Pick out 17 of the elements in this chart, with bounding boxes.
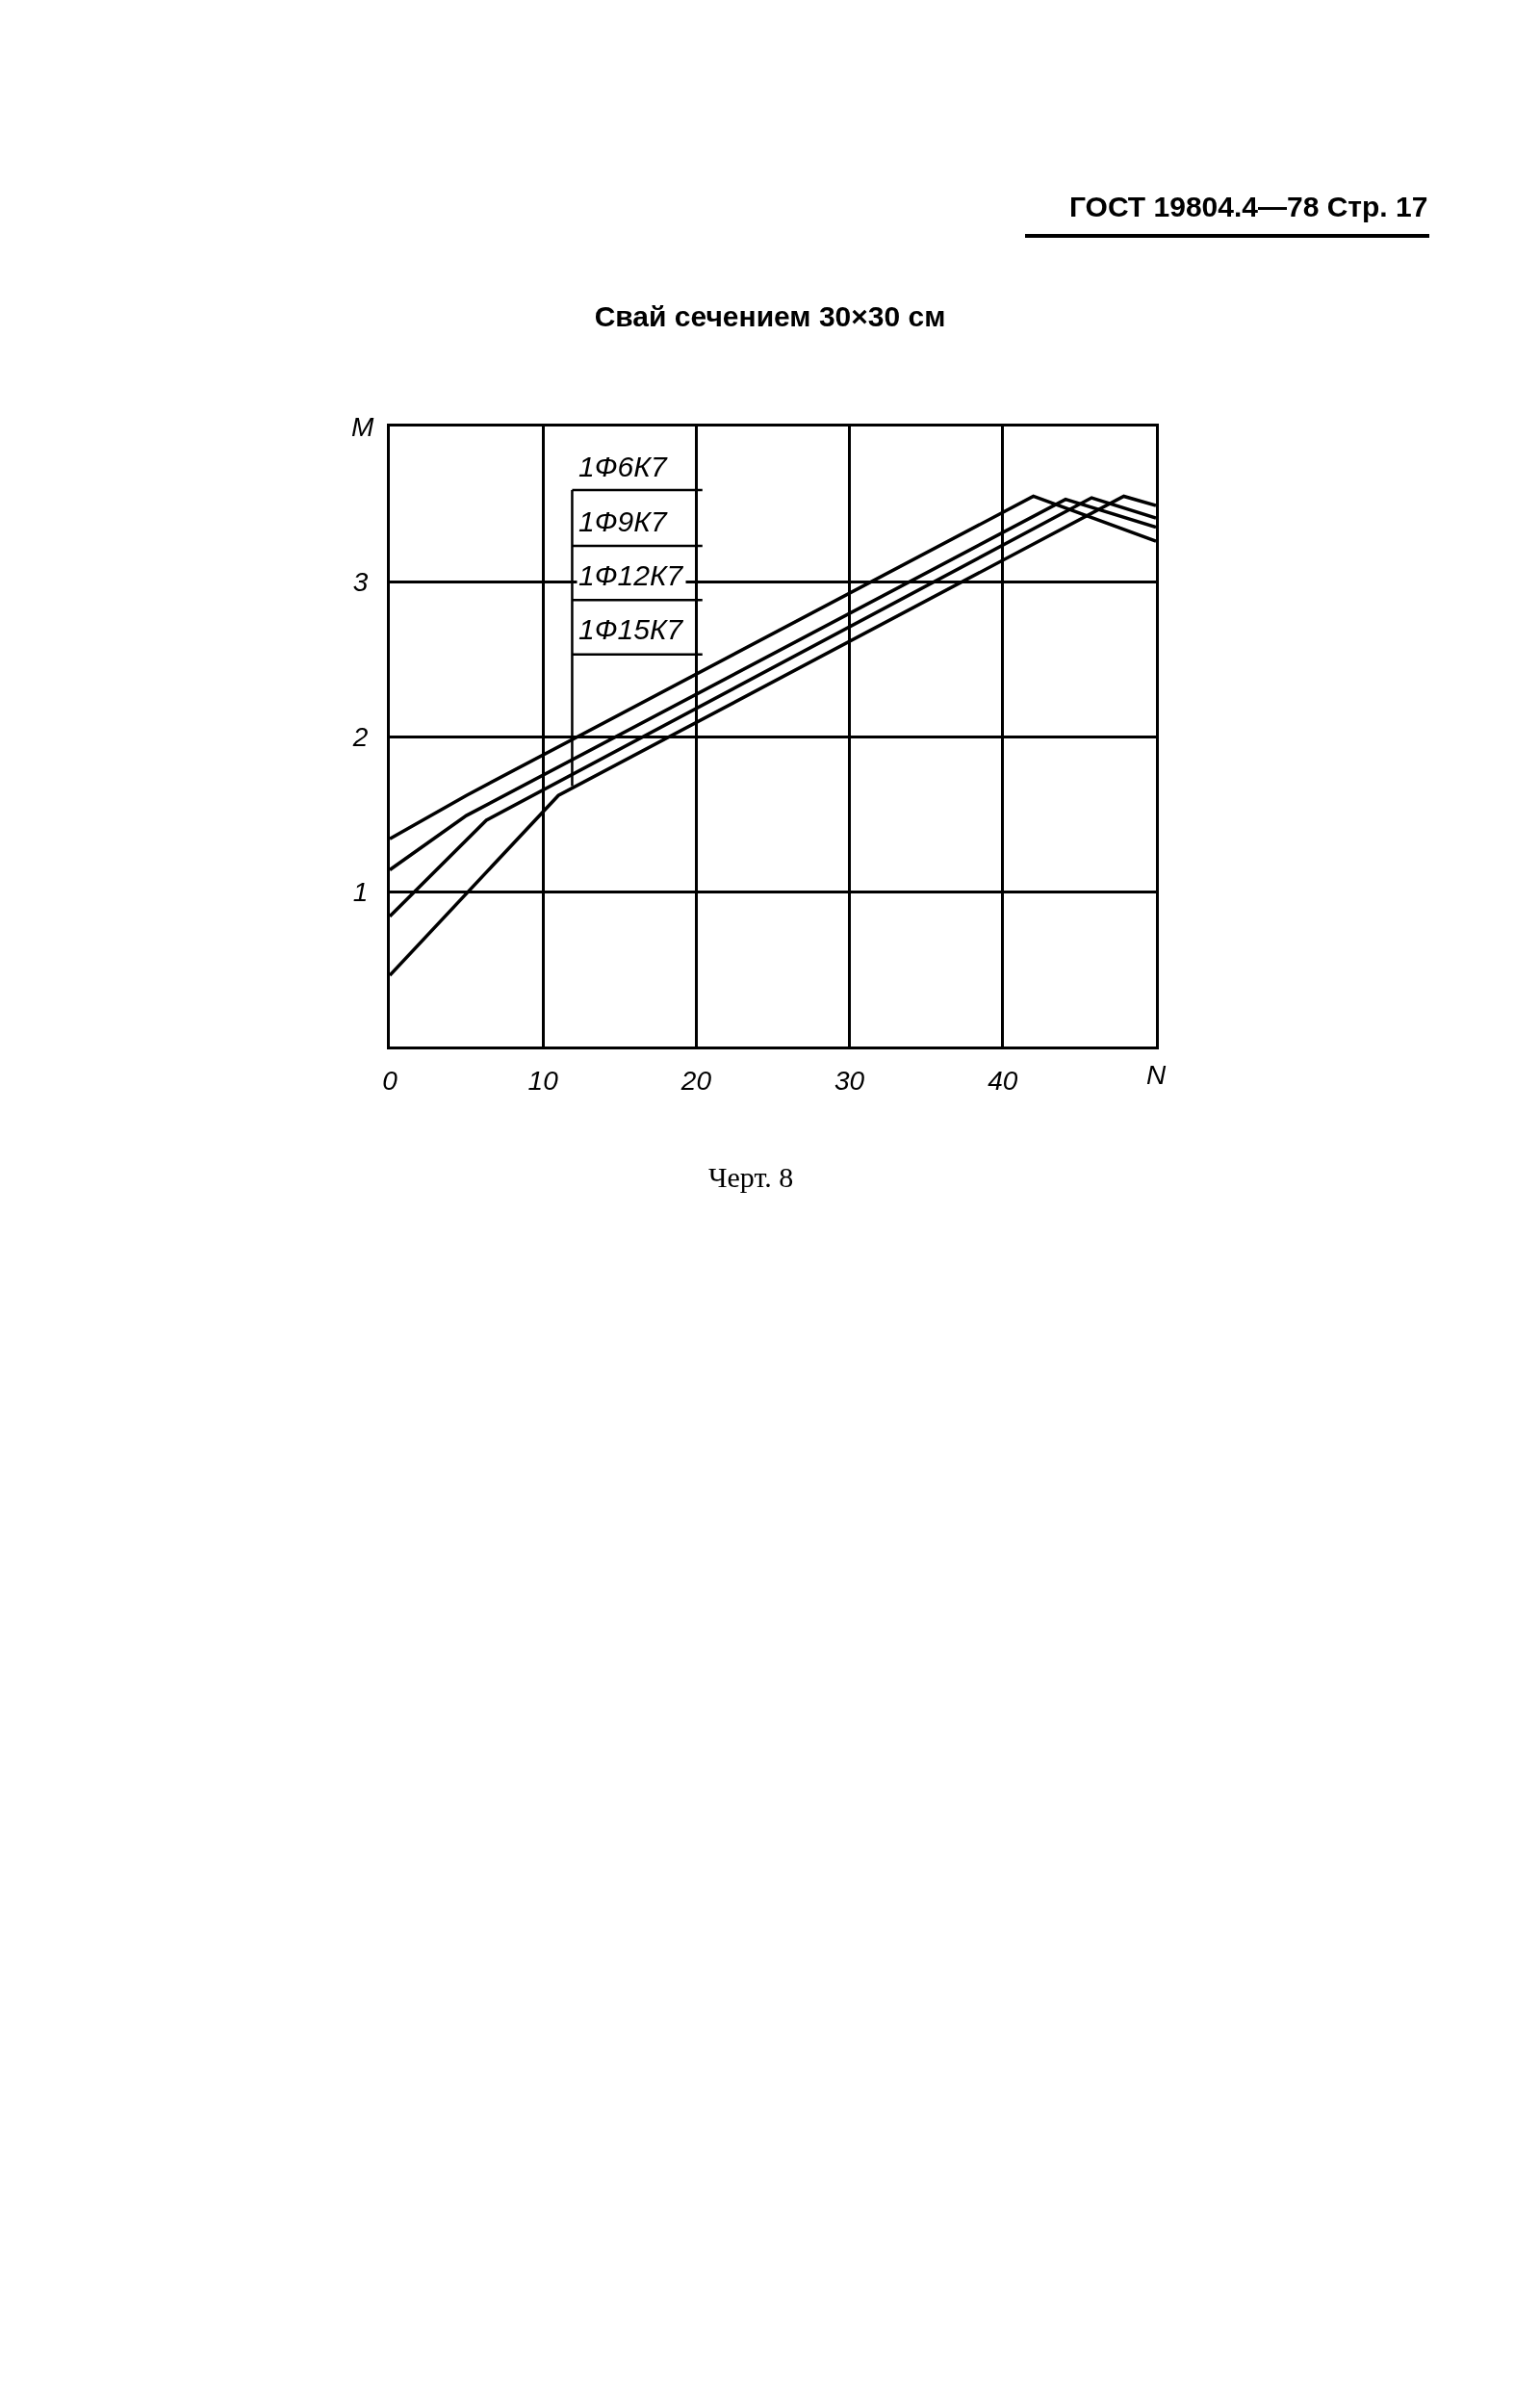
- y-tick-label: 3: [352, 566, 369, 597]
- legend-label: 1Ф15К7: [578, 613, 684, 645]
- x-tick-label: 0: [382, 1065, 398, 1096]
- text: ГОСТ 19804.4—78 Стр. 17: [1069, 191, 1428, 222]
- legend-label: 1Ф12К7: [578, 559, 684, 591]
- y-tick-label: 2: [351, 721, 369, 752]
- legend-label: 1Ф9К7: [578, 505, 668, 537]
- y-axis-title: M: [351, 412, 374, 442]
- y-tick-label: 1: [352, 876, 369, 907]
- chart-title: Свай сечением 30×30 см: [594, 299, 946, 332]
- x-tick-label: 10: [527, 1065, 559, 1096]
- x-tick-label: 40: [988, 1065, 1018, 1096]
- text: 1Ф6К7: [578, 451, 668, 482]
- x-axis-title: N: [1146, 1060, 1167, 1090]
- x-tick-label: 30: [834, 1065, 865, 1096]
- text: Черт. 8: [708, 1161, 794, 1193]
- x-tick-label: 20: [680, 1065, 712, 1096]
